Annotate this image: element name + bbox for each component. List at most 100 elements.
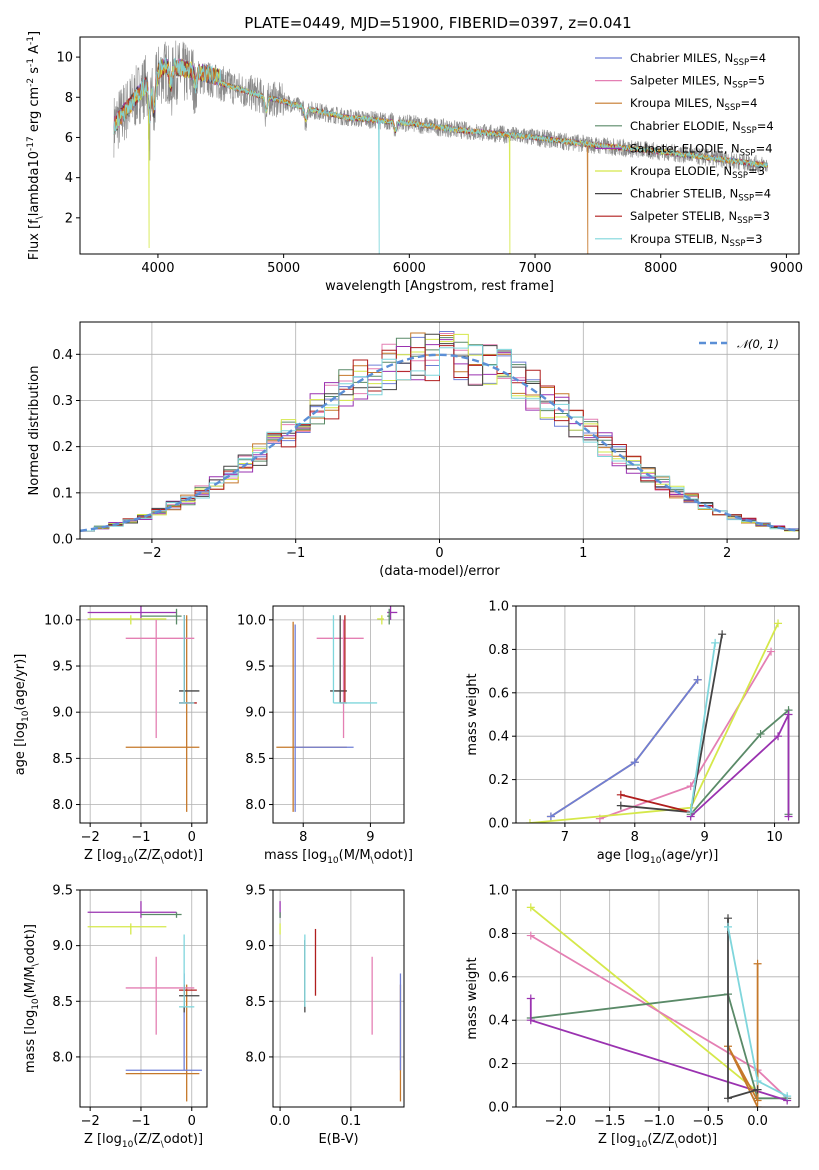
y-tick-label: 9.0: [52, 939, 73, 954]
legend-entry-text: Kroupa MILES, N: [630, 96, 725, 110]
x-tick-label: 10: [766, 830, 783, 845]
y-tick-label: 0.8: [488, 643, 509, 658]
mass-metallicity-panel-plot-area: [87, 901, 202, 1102]
legend-entry: Kroupa STELIB, NSSP=3: [630, 232, 762, 249]
mass-metallicity-panel: −2 −1 0 8.0 8.5 9.0 9.5 Z [log10(Z/Z\odot)] mass…: [23, 884, 208, 1150]
residual-histogram: [80, 345, 799, 532]
y-tick-label: 0.6: [488, 686, 509, 701]
x-tick-label: 4000: [141, 261, 174, 276]
mass-weight-line: [727, 963, 759, 1107]
x-tick-label: 6000: [393, 261, 426, 276]
axes-frame: [79, 605, 208, 824]
legend-entry: 𝒩(0, 1): [737, 337, 779, 351]
residual-panel-plot-area: [80, 331, 799, 533]
y-tick-label: 8.5: [245, 752, 266, 767]
x-tick-label: 8: [631, 830, 639, 845]
legend-entry-subscript: SSP: [732, 171, 748, 181]
age-metallicity-panel-background: [80, 606, 207, 823]
mass-weight-metallicity-panel: −2.0 −1.5 −1.0 −0.5 0.0 0.0 0.2 0.4 0.6 0.8 1.0 Z […: [465, 884, 800, 1150]
legend-entry-text: Chabrier MILES, N: [630, 51, 733, 65]
legend-entry-count: =4: [756, 141, 773, 155]
x-tick-label: 0.1: [341, 1114, 362, 1129]
y-tick-label: 9.0: [245, 706, 266, 721]
x-tick-label: 2: [723, 546, 731, 561]
mass-weight-marker: [753, 959, 762, 968]
x-tick-label: 0.0: [270, 1114, 291, 1129]
spectrum-panel-plot-area: [113, 40, 769, 254]
mass-weight-marker: [774, 732, 783, 741]
residual-legend: 𝒩(0, 1): [699, 337, 779, 351]
legend-entry: Kroupa MILES, NSSP=4: [630, 96, 757, 113]
y-tick-label: 8.5: [52, 995, 73, 1010]
y-tick-label: 8: [65, 91, 73, 106]
y-tick-label: 0.4: [52, 348, 73, 363]
x-tick-label: 0.0: [747, 1114, 768, 1129]
y-axis-label: Normed distribution: [27, 366, 42, 496]
mass-extinction-panel-plot-area: [279, 901, 402, 1102]
axes-frame: [79, 36, 800, 255]
mass-weight-marker: [784, 710, 793, 719]
y-tick-label: 6: [65, 131, 73, 146]
mass-weight-line: [530, 993, 788, 1100]
x-axis-label: Z [log10(Z/Z\odot)]: [84, 1132, 203, 1150]
mass-weight-marker: [753, 1103, 762, 1107]
x-tick-label: −1.5: [594, 1114, 626, 1129]
legend-entry-subscript: SSP: [732, 81, 748, 91]
y-tick-label: 8.5: [245, 995, 266, 1010]
y-tick-label: 0.3: [52, 394, 73, 409]
mass-weight-age-panel: 7 8 9 10 0.0 0.2 0.4 0.6 0.8 1.0 age [log10(age/yr…: [465, 600, 800, 866]
y-axis-label: mass weight: [465, 673, 480, 755]
x-tick-label: −1: [286, 546, 305, 561]
mass-weight-marker: [526, 994, 535, 1003]
y-tick-label: 8.0: [52, 798, 73, 813]
mass-extinction-panel-background: [273, 890, 404, 1107]
residual-histogram: [80, 345, 799, 532]
observed-spectrum-line: [113, 40, 768, 173]
age-metallicity-panel-plot-area: [87, 606, 200, 812]
axes-frame: [272, 605, 405, 824]
mass-weight-marker: [784, 812, 793, 821]
y-tick-label: 0.2: [488, 773, 509, 788]
x-tick-label: 9: [366, 830, 374, 845]
y-tick-label: 9.5: [52, 660, 73, 675]
age-metallicity-panel: −2 −1 0 8.0 8.5 9.0 9.5 10.0 Z [log10(Z/Z\odot)]…: [13, 605, 208, 866]
y-tick-label: 2: [65, 211, 73, 226]
y-tick-label: 10: [56, 51, 73, 66]
y-tick-label: 1.0: [488, 884, 509, 899]
y-axis-label: Flux [f\lambda10-17 erg cm-2 s-1 A-1]: [26, 31, 45, 260]
legend-entry: Chabrier STELIB, NSSP=4: [630, 187, 771, 204]
x-tick-label: 7: [561, 830, 569, 845]
mass-weight-marker: [711, 638, 720, 647]
age-mass-panel: 8 9 8.0 8.5 9.0 9.5 10.0 mass [log10(M/M\odot)]: [237, 605, 413, 866]
mass-weight-marker: [616, 801, 625, 810]
legend-entry-count: =3: [745, 232, 762, 246]
mass-weight-marker: [753, 1076, 762, 1085]
x-tick-label: 8000: [644, 261, 677, 276]
y-tick-label: 0.0: [488, 1101, 509, 1116]
mass-weight-age-panel-plot-area: [525, 619, 793, 823]
mass-weight-marker: [686, 782, 695, 791]
x-tick-label: 9000: [770, 261, 803, 276]
x-tick-label: 0: [188, 1114, 196, 1129]
x-tick-label: 8: [299, 830, 307, 845]
mass-weight-marker: [526, 903, 535, 912]
y-tick-label: 9.5: [245, 660, 266, 675]
mass-weight-marker: [630, 758, 639, 767]
mass-weight-marker: [767, 647, 776, 656]
y-tick-label: 10.0: [44, 613, 73, 628]
mass-weight-line: [620, 793, 691, 813]
mass-weight-line: [690, 714, 790, 818]
legend-entry: Salpeter MILES, NSSP=5: [630, 74, 765, 91]
x-tick-label: 9: [701, 830, 709, 845]
legend-entry-text: Salpeter MILES, N: [630, 74, 732, 88]
mass-weight-line: [689, 642, 716, 813]
y-tick-label: 9.5: [245, 884, 266, 899]
mass-weight-marker: [718, 630, 727, 639]
mass-weight-marker: [756, 730, 765, 739]
mass-weight-marker: [526, 931, 535, 940]
y-tick-label: 0.2: [52, 440, 73, 455]
